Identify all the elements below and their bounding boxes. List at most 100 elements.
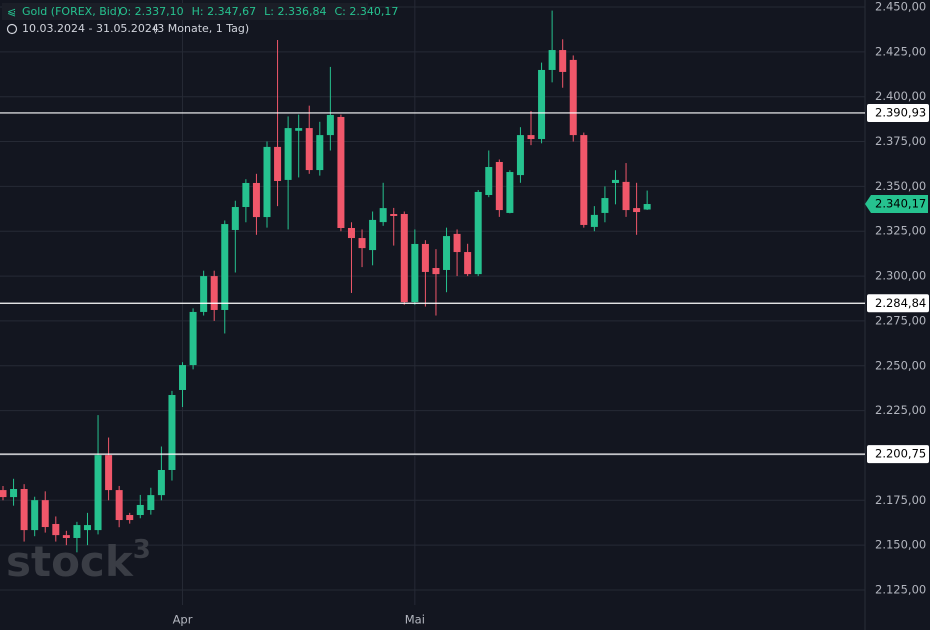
candle-body: [369, 219, 377, 251]
x-tick-label: Mai: [405, 613, 425, 627]
candle-body: [485, 167, 493, 195]
candle-body: [263, 146, 271, 218]
candle-body: [221, 224, 229, 310]
candle-body: [411, 243, 419, 303]
candle-body: [105, 455, 113, 491]
watermark: stock3: [6, 535, 151, 586]
header-ohlc-item: H: 2.347,67: [192, 5, 256, 18]
candle-body: [52, 523, 60, 536]
candle-body: [337, 116, 345, 229]
candle-body: [73, 525, 81, 538]
price-label: 2.284,84: [875, 296, 926, 310]
candle-body: [421, 243, 429, 272]
y-tick-label: 2.175,00: [875, 493, 926, 507]
candle-body: [347, 228, 355, 239]
candle-body: [0, 490, 7, 498]
candle-body: [210, 276, 218, 310]
candle-body: [179, 365, 187, 390]
candle-body: [516, 135, 524, 176]
x-tick-label: Apr: [173, 613, 193, 627]
y-tick-label: 2.350,00: [875, 179, 926, 193]
y-tick-label: 2.225,00: [875, 403, 926, 417]
candle-body: [157, 469, 165, 496]
candle-body: [41, 500, 49, 528]
candle-body: [527, 135, 535, 140]
candle-body: [115, 490, 123, 521]
candle-body: [474, 191, 482, 275]
candle-body: [590, 214, 598, 227]
candle-body: [495, 161, 503, 211]
candle-body: [643, 204, 651, 210]
candle-body: [10, 489, 18, 498]
candle-body: [453, 233, 461, 253]
candle-body: [83, 525, 91, 531]
candle-body: [400, 214, 408, 303]
watermark-sup: 3: [133, 535, 151, 565]
candle-body: [443, 236, 451, 270]
price-label-box: [867, 445, 929, 464]
candle-body: [284, 128, 292, 180]
y-tick-label: 2.400,00: [875, 89, 926, 103]
y-tick-label: 2.425,00: [875, 44, 926, 58]
candle-body: [274, 146, 282, 182]
candle-body: [295, 128, 303, 131]
candle-body: [252, 182, 260, 218]
y-tick-label: 2.150,00: [875, 538, 926, 552]
header-range: 10.03.2024 - 31.05.2024: [22, 22, 159, 35]
y-tick-label: 2.250,00: [875, 358, 926, 372]
candle-body: [326, 114, 334, 136]
price-label-box: [867, 294, 929, 313]
candle-body: [601, 198, 609, 213]
y-tick-label: 2.275,00: [875, 313, 926, 327]
header-title: Gold (FOREX, Bid): [22, 5, 121, 18]
candle-body: [31, 500, 39, 531]
candle-body: [316, 135, 324, 171]
candle-body: [168, 395, 176, 470]
candle-body: [390, 214, 398, 216]
candle-body: [622, 181, 630, 211]
clock-icon: [6, 23, 18, 35]
last-price-label: 2.340,17: [875, 197, 926, 211]
header-icon: ⩿: [7, 5, 16, 18]
candle-body: [379, 208, 387, 223]
price-label: 2.200,75: [875, 447, 926, 461]
candle-body: [20, 489, 28, 531]
candle-body: [231, 207, 239, 230]
candle-body: [358, 238, 366, 249]
header-ohlc-item: C: 2.340,17: [334, 5, 398, 18]
candle-body: [506, 172, 514, 213]
candle-body: [633, 208, 641, 213]
candle-body: [189, 311, 197, 366]
candle-body: [569, 59, 577, 136]
header-span: (3 Monate, 1 Tag): [153, 22, 249, 35]
y-tick-label: 2.375,00: [875, 134, 926, 148]
candle-body: [200, 276, 208, 312]
grid: [0, 0, 866, 630]
candle-body: [305, 128, 313, 171]
candle-body: [548, 50, 556, 70]
y-tick-label: 2.125,00: [875, 583, 926, 597]
watermark-text: stock: [6, 537, 134, 586]
candle-body: [147, 495, 155, 510]
candle-body: [611, 179, 619, 183]
candle-body: [126, 515, 134, 521]
header-ohlc-item: O: 2.337,10: [119, 5, 184, 18]
candle-body: [538, 69, 546, 140]
candle-body: [242, 182, 250, 208]
candle-body: [580, 135, 588, 225]
candle-body: [559, 50, 567, 72]
header-box: [2, 3, 368, 20]
candle-body: [94, 455, 102, 531]
y-tick-label: 2.450,00: [875, 0, 926, 14]
candle-body: [432, 268, 440, 275]
last-price-box: [865, 195, 928, 214]
header-ohlc-item: L: 2.336,84: [264, 5, 326, 18]
price-label: 2.390,93: [875, 105, 926, 119]
y-tick-label: 2.325,00: [875, 224, 926, 238]
candle-body: [136, 504, 144, 516]
candle-body: [62, 535, 70, 538]
y-tick-label: 2.300,00: [875, 269, 926, 283]
